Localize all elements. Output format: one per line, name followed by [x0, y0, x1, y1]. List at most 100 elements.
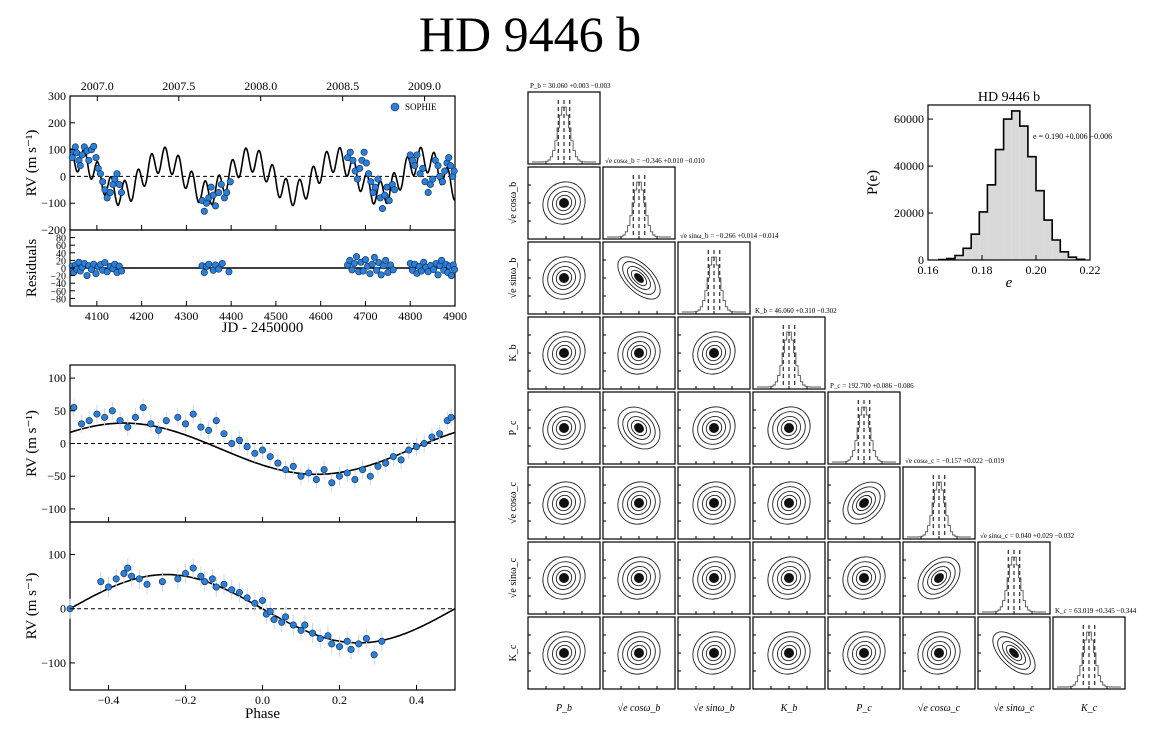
corner-contour: [627, 641, 651, 665]
corner-contour: [777, 491, 801, 515]
rv-point: [92, 154, 100, 162]
corner-contour: [542, 256, 586, 300]
corner-contour-group: [542, 181, 586, 225]
legend-label: SOPHIE: [405, 102, 437, 112]
residual-point: [205, 260, 213, 268]
residual-point: [447, 272, 455, 280]
corner-contour: [547, 636, 581, 670]
histogram-xlabel: e: [1006, 275, 1013, 291]
histogram-annotation: e = 0.190 +0.006 −0.006: [1033, 132, 1112, 141]
corner-contour-group: [767, 406, 811, 450]
corner-contour-core: [709, 423, 719, 433]
phase-b-point: [436, 430, 444, 438]
histogram-bar: [1068, 257, 1077, 260]
corner-y-label: P_c: [508, 420, 519, 436]
rv-y-tick-label: 0: [60, 169, 66, 183]
corner-contour-group: [692, 631, 736, 675]
corner-contour-rotation: [542, 556, 586, 600]
corner-contour-core: [559, 648, 569, 658]
corner-contour: [630, 344, 648, 362]
phase-c-point: [301, 621, 309, 629]
phase-b-point: [258, 446, 266, 454]
phase-c-point: [120, 569, 128, 577]
corner-contour-core: [559, 423, 569, 433]
corner-x-label: √e sinω_c: [994, 703, 1035, 714]
corner-contour-rotation: [617, 481, 661, 525]
phase-c-point: [208, 575, 216, 583]
phase-b-point: [382, 459, 390, 467]
rv-point: [200, 207, 208, 215]
phase-c-point: [362, 635, 370, 643]
corner-contour-core: [634, 348, 644, 358]
histogram-bar: [995, 149, 1004, 260]
corner-contour: [692, 406, 736, 450]
residual-point: [83, 272, 91, 280]
phase-b-point: [274, 459, 282, 467]
corner-contour-core: [784, 573, 794, 583]
residual-x-tick-label: 4800: [398, 309, 422, 323]
corner-contour: [692, 331, 736, 375]
residual-point: [377, 271, 385, 279]
phase-b-point: [428, 433, 436, 441]
phase-c-point: [278, 618, 286, 626]
corner-contour-rotation: [617, 406, 661, 450]
rv-y-tick-label: −200: [41, 223, 66, 237]
rv-point: [115, 180, 123, 188]
rv-point: [68, 154, 76, 162]
phase-b-point: [108, 407, 116, 415]
phase-c-y-tick-label: 100: [48, 548, 66, 562]
corner-contour: [627, 341, 651, 365]
phase-b-point: [297, 472, 305, 480]
phase-c-point: [258, 597, 266, 605]
phase-b-point: [174, 413, 182, 421]
histogram-bar: [1003, 119, 1012, 260]
corner-contour: [697, 561, 731, 595]
corner-contour: [627, 566, 651, 590]
phase-c-x-tick-label: −0.2: [175, 693, 197, 707]
phase-b-point: [70, 404, 78, 412]
figure-title: HD 9446 b: [418, 6, 642, 62]
corner-contour-rotation: [542, 256, 586, 300]
corner-contour: [697, 336, 731, 370]
phase-c-point: [316, 635, 324, 643]
residual-y-tick-label: −40: [50, 279, 66, 290]
corner-contour-group: [617, 256, 661, 300]
corner-contour: [930, 569, 948, 587]
corner-contour-core: [934, 573, 944, 583]
phase-c-point: [220, 580, 228, 588]
corner-contour: [617, 481, 661, 525]
corner-contour: [552, 416, 576, 440]
corner-contour: [547, 186, 581, 220]
phase-b-point: [101, 413, 109, 421]
phase-b-ylabel: RV (m s⁻¹): [24, 410, 40, 477]
residual-x-tick-label: 4700: [353, 309, 377, 323]
rv-point: [346, 148, 354, 156]
corner-contour: [997, 636, 1031, 670]
corner-contour-core: [859, 498, 869, 508]
corner-contour: [842, 556, 886, 600]
legend-marker: [390, 102, 400, 112]
corner-contour: [552, 641, 576, 665]
residual-point: [117, 267, 125, 275]
residual-point: [361, 256, 369, 264]
phase-b-point: [197, 423, 205, 431]
corner-contour: [547, 561, 581, 595]
corner-contour: [542, 406, 586, 450]
phase-c-point: [212, 583, 220, 591]
rv-point: [374, 175, 382, 183]
phase-b-point: [212, 417, 220, 425]
corner-contour-group: [542, 481, 586, 525]
phase-b-point: [320, 466, 328, 474]
residual-point: [370, 253, 378, 261]
phase-b-point: [447, 413, 455, 421]
phase-b-point: [359, 466, 367, 474]
phase-b-point: [116, 417, 124, 425]
residual-point: [373, 266, 381, 274]
corner-contour: [917, 556, 961, 600]
phase-b-point: [366, 472, 374, 480]
corner-contour-rotation: [617, 331, 661, 375]
phase-b-point: [389, 453, 397, 461]
phase-b-point: [420, 439, 428, 447]
corner-contour: [847, 486, 881, 520]
rv-point: [103, 194, 111, 202]
